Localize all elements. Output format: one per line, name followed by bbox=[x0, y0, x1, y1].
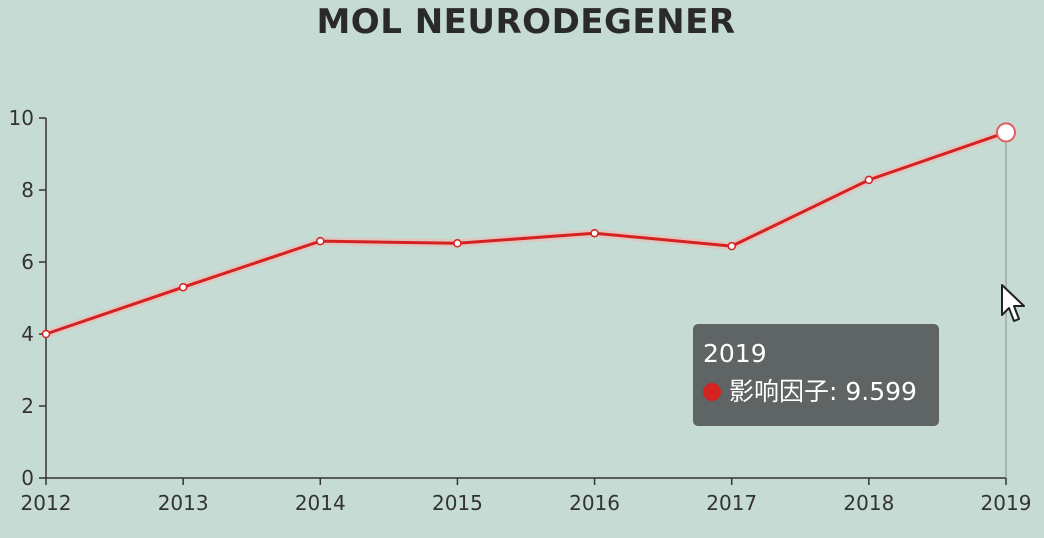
x-tick-label: 2019 bbox=[981, 491, 1032, 515]
tooltip-row: 影响因子: 9.599 bbox=[703, 376, 929, 408]
data-point bbox=[41, 329, 51, 339]
chart-title: MOL NEURODEGENER bbox=[316, 2, 736, 42]
data-point bbox=[864, 175, 874, 185]
tooltip-value-text: 影响因子: 9.599 bbox=[729, 377, 917, 406]
x-axis-ticks: 2012 2013 2014 2015 2016 2017 2018 2019 bbox=[21, 478, 1032, 515]
data-point bbox=[316, 236, 325, 246]
data-point bbox=[453, 239, 462, 248]
tooltip: 2019 影响因子: 9.599 bbox=[693, 324, 939, 426]
series-line-glow bbox=[44, 128, 1008, 338]
data-point bbox=[590, 228, 599, 238]
y-tick-label: 2 bbox=[21, 394, 34, 418]
data-point-highlighted bbox=[996, 122, 1016, 143]
axes bbox=[45, 118, 1006, 479]
mouse-pointer-icon bbox=[1001, 284, 1025, 322]
y-tick-label: 8 bbox=[21, 178, 34, 202]
y-tick-label: 6 bbox=[21, 250, 34, 274]
series-layer bbox=[41, 122, 1016, 478]
x-tick-label: 2018 bbox=[843, 491, 894, 515]
data-point bbox=[727, 241, 736, 251]
y-axis-ticks: 0 2 4 6 8 10 bbox=[9, 106, 46, 490]
x-tick-label: 2012 bbox=[21, 491, 72, 515]
series-marker-icon bbox=[703, 383, 721, 401]
x-tick-label: 2014 bbox=[295, 491, 346, 515]
y-tick-label: 4 bbox=[21, 322, 34, 346]
tooltip-title: 2019 bbox=[703, 339, 767, 368]
y-tick-label: 0 bbox=[21, 466, 34, 490]
series-line bbox=[45, 131, 1007, 336]
x-tick-label: 2015 bbox=[432, 491, 483, 515]
data-point bbox=[178, 282, 188, 292]
x-tick-label: 2013 bbox=[158, 491, 209, 515]
x-tick-label: 2016 bbox=[569, 491, 620, 515]
x-tick-label: 2017 bbox=[706, 491, 757, 515]
y-tick-label: 10 bbox=[9, 106, 34, 130]
